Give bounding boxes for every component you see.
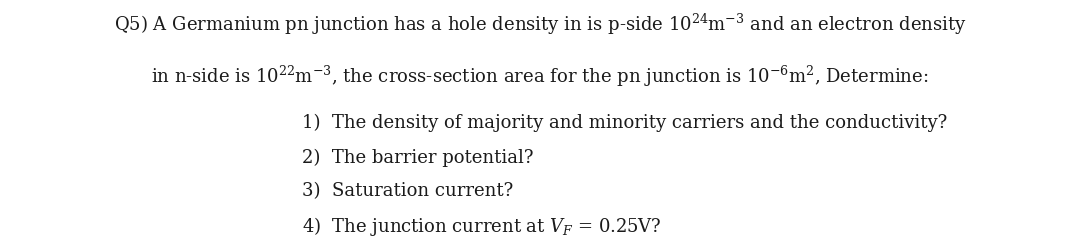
Text: Q5) A Germanium pn junction has a hole density in is p-side $10^{24}$m$^{-3}$ an: Q5) A Germanium pn junction has a hole d… [113,12,967,37]
Text: 4)  The junction current at $V_F$ = 0.25V?: 4) The junction current at $V_F$ = 0.25V… [302,215,662,238]
Text: 3)  Saturation current?: 3) Saturation current? [302,182,514,200]
Text: 1)  The density of majority and minority carriers and the conductivity?: 1) The density of majority and minority … [302,114,947,133]
Text: 2)  The barrier potential?: 2) The barrier potential? [302,149,534,167]
Text: in n-side is $10^{22}$m$^{-3}$, the cross-section area for the pn junction is $1: in n-side is $10^{22}$m$^{-3}$, the cros… [151,64,929,89]
